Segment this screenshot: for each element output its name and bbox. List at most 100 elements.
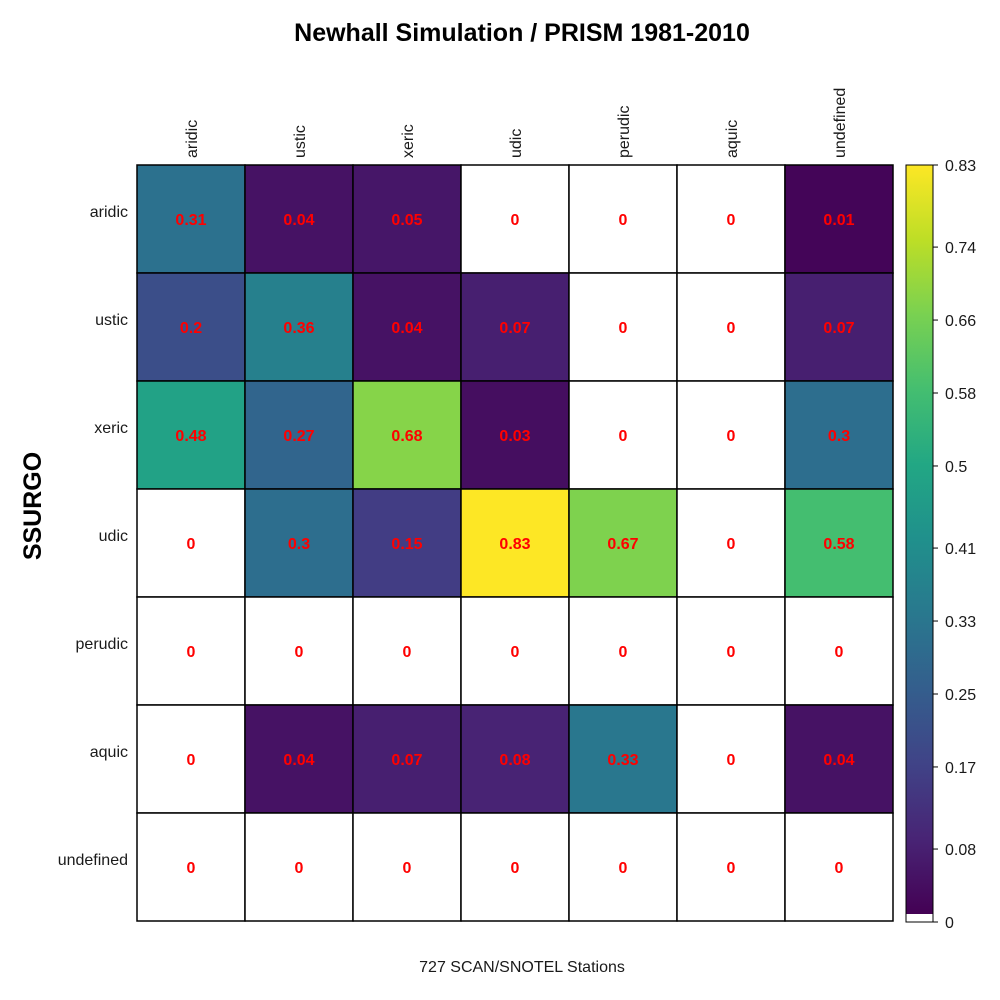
cell-value-label: 0 bbox=[727, 752, 736, 769]
cell-value-label: 0 bbox=[511, 212, 520, 229]
heatmap-cell-aquic-perudic bbox=[568, 704, 678, 814]
heatmap-cell-udic-aquic bbox=[676, 488, 786, 598]
heatmap-cell-xeric-ustic bbox=[244, 380, 354, 490]
cell-value-label: 0 bbox=[187, 752, 196, 769]
x-axis-ticks: aridic ustic xeric udic perudic aquic undefine… bbox=[184, 88, 849, 158]
cell-value-label: 0.68 bbox=[391, 428, 422, 445]
heatmap-cell-perudic-undefined bbox=[784, 596, 894, 706]
cell-value-label: 0.04 bbox=[823, 752, 854, 769]
chart-title: Newhall Simulation / PRISM 1981-2010 bbox=[294, 19, 750, 47]
heatmap-cell-undefined-undefined bbox=[784, 812, 894, 922]
cell-value-label: 0 bbox=[619, 860, 628, 877]
heatmap-cell-xeric-undefined bbox=[784, 380, 894, 490]
cell-value-label: 0.58 bbox=[823, 536, 854, 553]
heatmap-cell-perudic-xeric bbox=[352, 596, 462, 706]
colorbar-tick-label: 0.83 bbox=[945, 158, 976, 175]
y-tick-label: perudic bbox=[76, 636, 128, 653]
x-tick-label: xeric bbox=[400, 124, 417, 158]
heatmap-cell-undefined-perudic bbox=[568, 812, 678, 922]
cell-value-label: 0.15 bbox=[391, 536, 422, 553]
heatmap-cell-aquic-udic bbox=[460, 704, 570, 814]
heatmap-cell-aquic-aridic bbox=[136, 704, 246, 814]
heatmap-cell-undefined-xeric bbox=[352, 812, 462, 922]
colorbar-tick-label: 0.74 bbox=[945, 240, 976, 257]
y-axis-label: SSURGO bbox=[19, 452, 47, 560]
cell-value-label: 0 bbox=[295, 644, 304, 661]
cell-value-label: 0.3 bbox=[288, 536, 310, 553]
cell-value-label: 0 bbox=[403, 644, 412, 661]
heatmap-cell-aridic-ustic bbox=[244, 164, 354, 274]
heatmap-cell-undefined-udic bbox=[460, 812, 570, 922]
heatmap-cell-udic-undefined bbox=[784, 488, 894, 598]
colorbar-tick-label: 0.17 bbox=[945, 760, 976, 777]
cell-value-label: 0.07 bbox=[391, 752, 422, 769]
y-tick-label: aridic bbox=[90, 204, 128, 221]
cell-value-label: 0 bbox=[835, 644, 844, 661]
colorbar-frame bbox=[905, 164, 934, 923]
cell-value-label: 0 bbox=[727, 212, 736, 229]
x-tick-label: ustic bbox=[292, 125, 309, 158]
cell-value-label: 0 bbox=[727, 536, 736, 553]
colorbar-tick-label: 0.5 bbox=[945, 459, 967, 476]
cell-value-label: 0 bbox=[619, 428, 628, 445]
cell-value-label: 0.03 bbox=[499, 428, 530, 445]
cell-value-label: 0 bbox=[511, 644, 520, 661]
cell-value-label: 0.2 bbox=[180, 320, 202, 337]
x-tick-label: aridic bbox=[184, 120, 201, 158]
y-tick-label: undefined bbox=[58, 852, 128, 869]
x-tick-label: undefined bbox=[832, 88, 849, 158]
cell-value-label: 0.04 bbox=[391, 320, 422, 337]
colorbar-tick-label: 0 bbox=[945, 915, 954, 932]
y-tick-label: xeric bbox=[94, 420, 128, 437]
y-tick-label: ustic bbox=[95, 312, 128, 329]
cell-value-label: 0 bbox=[835, 860, 844, 877]
cell-value-label: 0 bbox=[511, 860, 520, 877]
cell-value-label: 0.04 bbox=[283, 752, 314, 769]
cell-value-label: 0 bbox=[619, 320, 628, 337]
cell-value-label: 0.36 bbox=[283, 320, 314, 337]
heatmap-cell-xeric-aquic bbox=[676, 380, 786, 490]
cell-value-label: 0 bbox=[187, 644, 196, 661]
colorbar-gradient bbox=[906, 165, 933, 914]
heatmap-cell-aridic-udic bbox=[460, 164, 570, 274]
heatmap-cell-aquic-undefined bbox=[784, 704, 894, 814]
cell-value-label: 0.67 bbox=[607, 536, 638, 553]
colorbar: 0 0.08 0.17 0.25 0.33 0.41 0.5 0.58 0.66 0.74 0.8… bbox=[905, 158, 976, 932]
heatmap-cell-ustic-xeric bbox=[352, 272, 462, 382]
cell-value-label: 0.01 bbox=[823, 212, 854, 229]
heatmap-cell-udic-ustic bbox=[244, 488, 354, 598]
colorbar-tick-label: 0.08 bbox=[945, 842, 976, 859]
x-tick-label: perudic bbox=[616, 106, 633, 158]
heatmap-cell-udic-udic bbox=[460, 488, 570, 598]
heatmap-cell-labels: 0.31 0.04 0.05 0 0 0 0.01 0.2 0.36 0.04 0.07 0 0 0.07… bbox=[175, 212, 854, 877]
cell-value-label: 0.33 bbox=[607, 752, 638, 769]
heatmap-cell-ustic-undefined bbox=[784, 272, 894, 382]
cell-value-label: 0.04 bbox=[283, 212, 314, 229]
heatmap-cell-perudic-aridic bbox=[136, 596, 246, 706]
colorbar-zero-band bbox=[906, 914, 933, 922]
x-axis-label: 727 SCAN/SNOTEL Stations bbox=[419, 959, 625, 976]
colorbar-tick-label: 0.41 bbox=[945, 541, 976, 558]
y-tick-label: udic bbox=[99, 528, 128, 545]
colorbar-tick-label: 0.33 bbox=[945, 614, 976, 631]
y-axis-ticks: aridic ustic xeric udic perudic aquic undefine… bbox=[58, 204, 128, 869]
heatmap-cell-aridic-aquic bbox=[676, 164, 786, 274]
heatmap-cell-undefined-aridic bbox=[136, 812, 246, 922]
heatmap-cell-aquic-xeric bbox=[352, 704, 462, 814]
y-tick-label: aquic bbox=[90, 744, 128, 761]
heatmap-cell-aquic-ustic bbox=[244, 704, 354, 814]
cell-value-label: 0 bbox=[727, 428, 736, 445]
heatmap-cell-xeric-udic bbox=[460, 380, 570, 490]
colorbar-tick-label: 0.58 bbox=[945, 386, 976, 403]
cell-value-label: 0.83 bbox=[499, 536, 530, 553]
heatmap-cell-xeric-perudic bbox=[568, 380, 678, 490]
heatmap-cell-aridic-aridic bbox=[136, 164, 246, 274]
heatmap-cell-ustic-aridic bbox=[136, 272, 246, 382]
cell-value-label: 0 bbox=[727, 860, 736, 877]
cell-value-label: 0.27 bbox=[283, 428, 314, 445]
heatmap-cell-xeric-xeric bbox=[352, 380, 462, 490]
heatmap-cell-ustic-perudic bbox=[568, 272, 678, 382]
heatmap-cell-undefined-aquic bbox=[676, 812, 786, 922]
cell-value-label: 0 bbox=[619, 644, 628, 661]
